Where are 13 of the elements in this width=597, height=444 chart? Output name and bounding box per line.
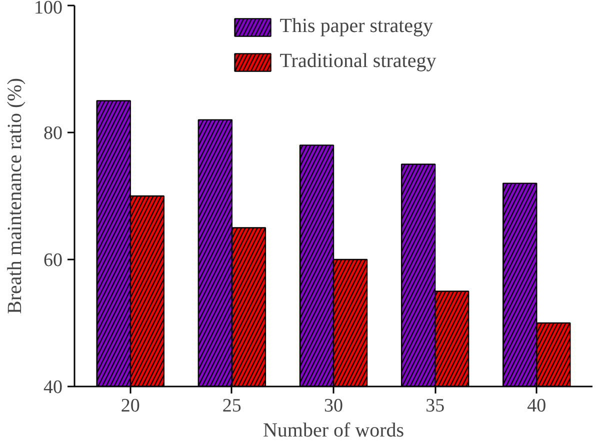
legend-label: Traditional strategy bbox=[280, 50, 436, 73]
x-axis-title: Number of words bbox=[262, 420, 404, 442]
y-tick-label: 40 bbox=[44, 377, 62, 398]
y-tick-label: 100 bbox=[34, 0, 62, 18]
y-axis-title: Breath maintenance ratio (%) bbox=[4, 78, 26, 314]
y-tick-label: 60 bbox=[44, 250, 62, 271]
x-tick-label: 25 bbox=[222, 396, 242, 416]
x-tick-label: 30 bbox=[324, 396, 343, 416]
x-tick-label: 20 bbox=[120, 396, 140, 416]
x-tick-label: 35 bbox=[426, 396, 445, 416]
y-tick-label: 80 bbox=[44, 123, 62, 144]
x-tick-label: 40 bbox=[527, 396, 546, 416]
legend-label: This paper strategy bbox=[280, 15, 434, 38]
